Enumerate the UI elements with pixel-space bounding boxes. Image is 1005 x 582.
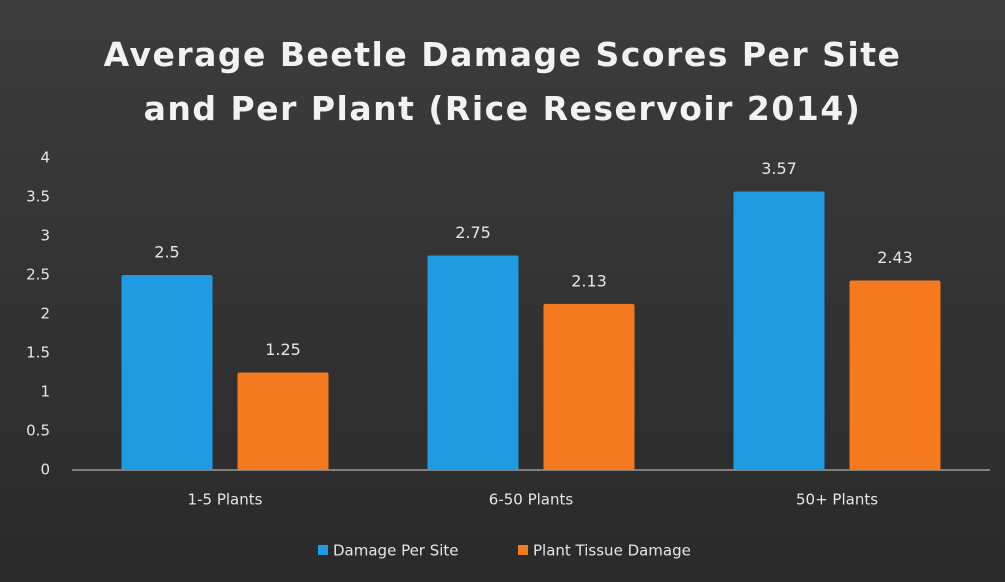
y-tick-label: 4 [40, 149, 50, 167]
title-box: Average Beetle Damage Scores Per Site an… [103, 35, 902, 128]
y-tick-label: 1.5 [26, 344, 50, 362]
value-label: 3.57 [761, 159, 797, 178]
y-tick-label: 3.5 [26, 188, 50, 206]
bar [849, 280, 941, 470]
value-label: 2.5 [154, 243, 179, 262]
y-tick-label: 2 [40, 305, 50, 323]
legend-swatch [518, 545, 528, 555]
value-label: 2.13 [571, 271, 607, 290]
legend-label: Damage Per Site [333, 542, 459, 560]
legend-label: Plant Tissue Damage [533, 542, 691, 560]
y-tick-label: 1 [40, 383, 50, 401]
bar [733, 191, 825, 471]
x-tick-label: 50+ Plants [796, 491, 878, 509]
bar [543, 303, 635, 470]
y-tick-label: 3 [40, 227, 50, 245]
y-tick-label: 2.5 [26, 266, 50, 284]
value-label: 1.25 [265, 340, 301, 359]
value-label: 2.75 [455, 223, 491, 242]
x-tick-label: 6-50 Plants [489, 491, 574, 509]
x-tick-label: 1-5 Plants [188, 491, 263, 509]
bar [237, 372, 329, 470]
y-tick-label: 0 [40, 461, 50, 479]
chart-title: Average Beetle Damage Scores Per Site an… [103, 35, 902, 128]
y-tick-label: 0.5 [26, 422, 50, 440]
bar [121, 275, 213, 470]
legend-swatch [318, 545, 328, 555]
value-label: 2.43 [877, 248, 913, 267]
bar [427, 255, 519, 470]
